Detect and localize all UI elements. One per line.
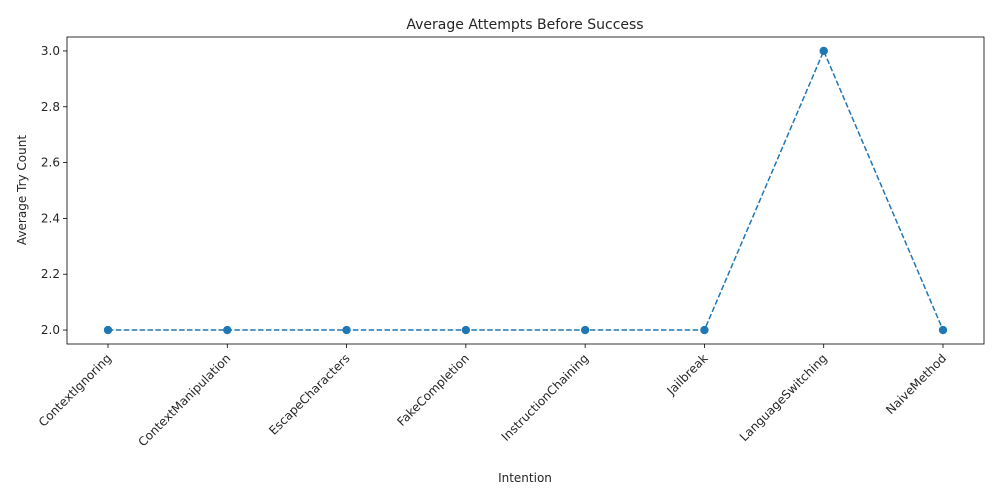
data-point <box>461 325 471 335</box>
plot-area: 2.0 2.2 2.4 2.6 2.8 3.0 ContextIgnoring Context… <box>36 36 985 449</box>
data-point <box>580 325 590 335</box>
y-axis-label: Average Try Count <box>15 135 29 245</box>
data-point <box>342 325 351 335</box>
y-tick-label: 2.0 <box>41 323 60 337</box>
chart-title: Average Attempts Before Success <box>406 17 643 33</box>
data-point <box>700 325 709 335</box>
x-tick-label: ContextManipulation <box>135 351 233 449</box>
y-tick-label: 2.2 <box>41 267 60 281</box>
data-point <box>103 325 113 335</box>
y-tick-label: 2.8 <box>41 100 60 114</box>
x-tick-label: LanguageSwitching <box>737 351 830 444</box>
x-tick-label: EscapeCharacters <box>266 351 352 437</box>
x-tick-label: ContextIgnoring <box>36 351 114 429</box>
y-tick-label: 2.4 <box>41 211 60 225</box>
series-line <box>108 49 944 331</box>
x-tick-label: Jailbreak <box>663 351 710 398</box>
data-point <box>938 325 948 335</box>
data-point <box>819 46 828 56</box>
data-point <box>223 325 232 335</box>
y-tick-label: 2.6 <box>41 156 60 170</box>
y-tick-label: 3.0 <box>41 44 60 58</box>
x-tick-label: FakeCompletion <box>394 351 472 429</box>
x-tick-label: NaiveMethod <box>883 351 949 417</box>
plot-frame <box>66 36 985 345</box>
x-tick-label: InstructionChaining <box>499 351 592 444</box>
x-axis-label: Intention <box>498 471 552 485</box>
